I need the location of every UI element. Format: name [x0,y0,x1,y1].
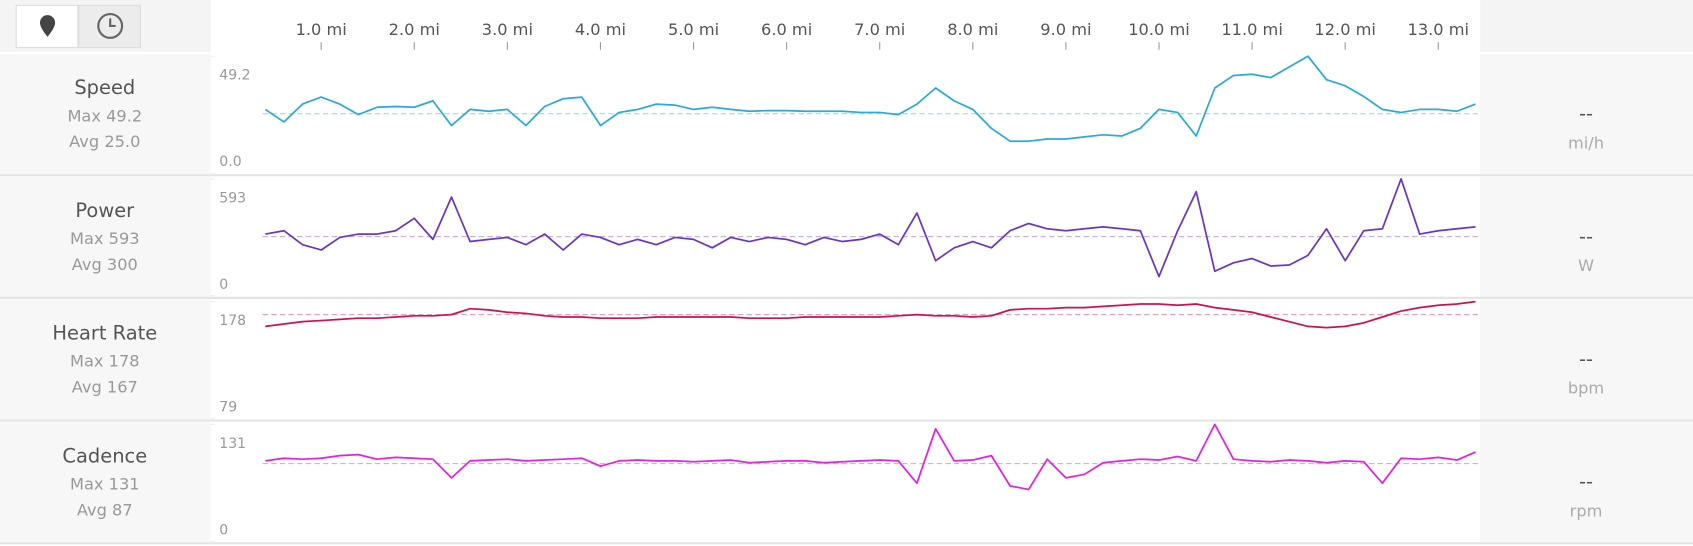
x-tick-label: 9.0 mi [1040,20,1091,39]
time-button[interactable] [78,4,141,49]
unit: W [1578,256,1594,275]
data-line [265,300,1476,329]
x-tick-label: 4.0 mi [575,20,626,39]
unit: rpm [1570,501,1603,520]
panel-left [0,54,211,175]
metric-max: Max 131 [70,474,140,493]
data-line [265,423,1476,491]
current-value: -- [1579,102,1593,125]
clock-icon[interactable] [97,12,124,39]
panel-left [0,176,211,297]
panel-right [1480,422,1693,543]
panel-right [1480,176,1693,297]
x-tick-label: 10.0 mi [1128,20,1189,39]
y-tick-label: 131 [219,436,246,452]
metric-name: Speed [74,76,135,99]
map-button[interactable] [15,4,79,49]
x-tick-label: 1.0 mi [296,20,347,39]
map-button-bg[interactable] [15,4,79,49]
clock-hands[interactable] [109,18,116,28]
current-value: -- [1579,225,1593,248]
y-tick-label: 79 [219,400,237,416]
unit: bpm [1568,379,1604,398]
y-tick-label: 0 [219,522,228,538]
x-tick-label: 7.0 mi [854,20,905,39]
metric-avg: Avg 300 [72,255,138,274]
metric-avg: Avg 87 [77,500,133,519]
y-tick-label: 0 [219,277,228,293]
panel-right [1480,54,1693,175]
y-tick-label: 593 [219,190,246,206]
x-tick-label: 12.0 mi [1314,20,1375,39]
x-tick-label: 13.0 mi [1408,20,1469,39]
x-tick-label: 3.0 mi [482,20,533,39]
unit: mi/h [1568,133,1604,152]
data-line [265,178,1476,278]
panel-plot [210,176,1481,297]
current-value: -- [1579,348,1593,371]
pin-icon[interactable] [39,15,56,37]
panel-right [1480,299,1693,420]
metric-name: Cadence [62,444,147,467]
metric-max: Max 49.2 [67,106,142,125]
metric-name: Power [75,199,134,222]
data-line [264,55,1476,143]
metric-name: Heart Rate [52,322,157,345]
panel-left [0,422,211,543]
y-tick-label: 49.2 [219,68,250,84]
y-tick-label: 178 [219,313,246,329]
metric-max: Max 178 [70,352,140,371]
x-tick-label: 6.0 mi [761,20,812,39]
x-tick-label: 11.0 mi [1221,20,1282,39]
x-tick-label: 5.0 mi [668,20,719,39]
metric-max: Max 593 [70,229,140,248]
current-value: -- [1579,470,1593,493]
x-tick-label: 2.0 mi [389,20,440,39]
metric-avg: Avg 167 [72,378,138,397]
panel-left [0,299,211,420]
metric-avg: Avg 25.0 [69,132,140,151]
header-right [1480,0,1693,52]
x-tick-label: 8.0 mi [947,20,998,39]
y-tick-label: 0.0 [219,154,241,170]
panel-plot [210,299,1481,420]
panel-plot [210,54,1481,175]
panel-plot [210,422,1481,543]
